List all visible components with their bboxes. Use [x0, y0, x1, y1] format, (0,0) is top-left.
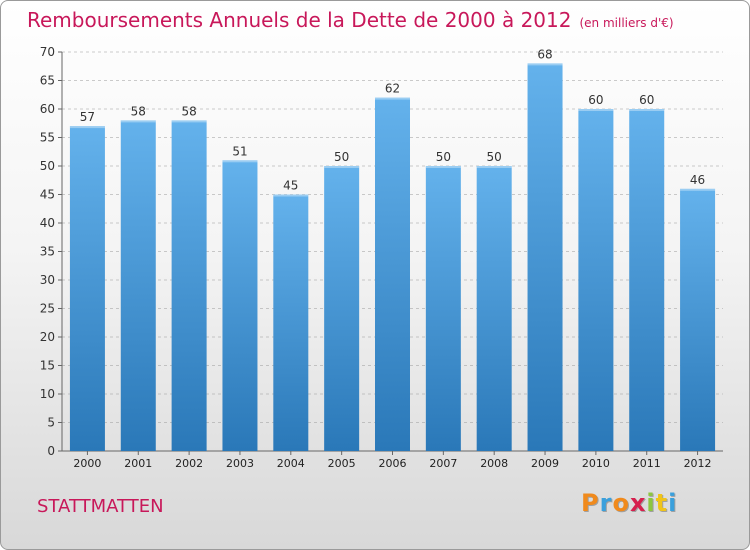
- data-labels: 57 58 58 51 45 50 62 50 50 68 60 60 46: [80, 47, 705, 192]
- logo-letter: P: [581, 489, 600, 517]
- logo-letter: o: [612, 489, 630, 517]
- bar-2003[interactable]: [222, 160, 258, 452]
- bar-highlight: [273, 194, 309, 197]
- y-tick-label: 70: [40, 45, 55, 59]
- chart-title-main: Remboursements Annuels de la Dette de 20…: [27, 8, 572, 32]
- y-tick-label: 10: [40, 387, 55, 401]
- bar-2009[interactable]: [527, 63, 563, 452]
- x-tick-label: 2006: [379, 457, 407, 470]
- bar-highlight: [222, 160, 258, 163]
- y-tick-label: 55: [40, 131, 55, 145]
- data-label: 68: [537, 47, 552, 61]
- logo-letter: i: [646, 489, 656, 517]
- y-tick-label: 35: [40, 245, 55, 259]
- bar-2001[interactable]: [120, 120, 156, 452]
- y-tick-label: 50: [40, 159, 55, 173]
- x-tick-label: 2000: [73, 457, 101, 470]
- x-tick-label: 2002: [175, 457, 203, 470]
- bar-highlight: [69, 126, 105, 129]
- bars: [69, 63, 716, 452]
- data-label: 58: [131, 104, 146, 118]
- x-tick-label: 2007: [429, 457, 457, 470]
- y-tick-label: 65: [40, 74, 55, 88]
- bar-highlight: [171, 120, 207, 123]
- data-label: 45: [283, 179, 298, 193]
- x-tick-label: 2012: [684, 457, 712, 470]
- bar-highlight: [629, 109, 665, 111]
- bar-2011[interactable]: [629, 109, 665, 451]
- y-tick-label: 20: [40, 330, 55, 344]
- bar-2006[interactable]: [375, 97, 410, 451]
- y-tick-label: 0: [47, 444, 55, 458]
- y-tick-label: 40: [40, 216, 55, 230]
- x-tick-label: 2011: [633, 457, 661, 470]
- bar-2012[interactable]: [680, 188, 716, 452]
- data-label: 60: [588, 93, 603, 107]
- data-label: 46: [690, 173, 705, 187]
- bar-2008[interactable]: [476, 166, 512, 451]
- data-label: 51: [232, 144, 247, 158]
- y-tick-label: 45: [40, 188, 55, 202]
- bar-2002[interactable]: [171, 120, 207, 452]
- data-label: 50: [487, 150, 502, 164]
- bar-highlight: [120, 120, 156, 123]
- bar-2005[interactable]: [324, 166, 360, 451]
- data-label: 60: [639, 93, 654, 107]
- proxiti-logo[interactable]: Proxiti: [581, 489, 677, 517]
- x-tick-label: 2008: [480, 457, 508, 470]
- axes: 0 5 10 15 20 25 30 35 40 45 50 55 60 65 70 2000 2001 2002…: [40, 45, 723, 470]
- bar-highlight: [680, 188, 716, 191]
- data-label: 50: [334, 150, 349, 164]
- x-tick-label: 2001: [124, 457, 152, 470]
- logo-letter: r: [599, 489, 613, 517]
- y-tick-label: 25: [40, 302, 55, 316]
- logo-letter: x: [629, 489, 647, 517]
- chart-title: Remboursements Annuels de la Dette de 20…: [27, 8, 674, 32]
- bar-2007[interactable]: [425, 166, 461, 451]
- x-tick-label: 2004: [277, 457, 305, 470]
- x-tick-label: 2005: [328, 457, 356, 470]
- logo-letter: t: [655, 489, 669, 517]
- bar-2004[interactable]: [273, 194, 309, 452]
- bar-highlight: [425, 166, 461, 168]
- y-tick-label: 30: [40, 273, 55, 287]
- chart-title-unit: (en milliers d'€): [579, 16, 674, 30]
- x-tick-label: 2009: [531, 457, 559, 470]
- y-tick-label: 15: [40, 359, 55, 373]
- bar-highlight: [324, 166, 360, 168]
- y-tick-label: 5: [47, 416, 55, 430]
- bar-highlight: [578, 109, 614, 111]
- y-tick-label: 60: [40, 102, 55, 116]
- bar-2000[interactable]: [69, 126, 105, 451]
- x-tick-label: 2010: [582, 457, 610, 470]
- data-label: 57: [80, 110, 95, 124]
- logo-letter: i: [668, 489, 678, 517]
- data-label: 62: [385, 82, 400, 96]
- bar-highlight: [527, 63, 563, 66]
- data-label: 50: [436, 150, 451, 164]
- bar-highlight: [476, 166, 512, 168]
- commune-name: STATTMATTEN: [37, 496, 164, 517]
- data-label: 58: [181, 104, 196, 118]
- bar-2010[interactable]: [578, 109, 614, 451]
- bar-highlight: [375, 97, 410, 100]
- x-tick-label: 2003: [226, 457, 254, 470]
